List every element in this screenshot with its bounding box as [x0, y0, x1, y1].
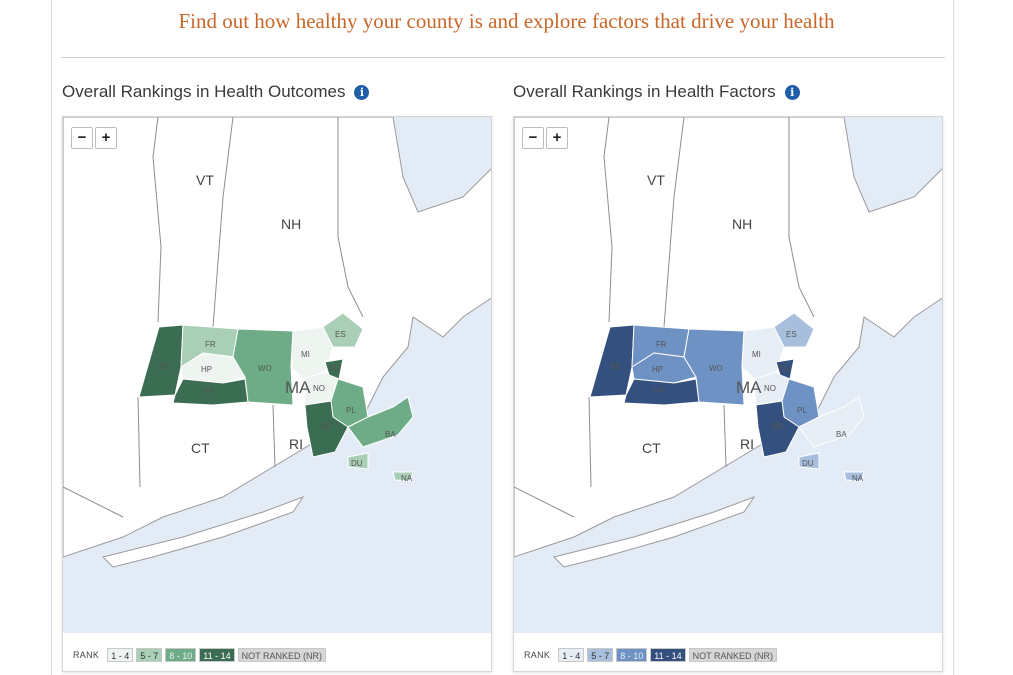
legend-item: 5 - 7: [136, 648, 163, 662]
svg-text:WO: WO: [258, 364, 272, 373]
legend-item: 8 - 10: [165, 648, 197, 662]
svg-text:CT: CT: [191, 440, 210, 456]
legend-item: 8 - 10: [616, 648, 648, 662]
svg-text:MI: MI: [752, 350, 761, 359]
svg-text:RI: RI: [740, 436, 754, 452]
svg-text:FR: FR: [656, 340, 667, 349]
svg-text:HP: HP: [201, 365, 212, 374]
svg-text:DU: DU: [802, 459, 814, 468]
svg-text:PL: PL: [797, 406, 807, 415]
outcomes-legend: RANK 1 - 4 5 - 7 8 - 10 11 - 14 NOT RANK…: [73, 648, 329, 662]
info-icon[interactable]: i: [354, 84, 370, 100]
legend-label: RANK: [73, 650, 100, 660]
svg-text:HA: HA: [203, 386, 215, 395]
factors-panel-title: Overall Rankings in Health Factors i: [513, 82, 800, 102]
svg-text:NH: NH: [281, 216, 301, 232]
svg-text:NA: NA: [852, 474, 864, 483]
svg-text:MA: MA: [736, 378, 762, 397]
svg-text:BA: BA: [385, 430, 396, 439]
zoom-in-button[interactable]: +: [95, 127, 117, 149]
svg-text:SU: SU: [780, 364, 791, 373]
svg-text:HP: HP: [652, 365, 663, 374]
legend-item: NOT RANKED (NR): [688, 648, 777, 662]
svg-text:PL: PL: [346, 406, 356, 415]
svg-text:FR: FR: [205, 340, 216, 349]
zoom-controls: − +: [522, 127, 568, 149]
legend-item: 11 - 14: [199, 648, 235, 662]
outcomes-panel-title: Overall Rankings in Health Outcomes i: [62, 82, 370, 102]
svg-text:WO: WO: [709, 364, 723, 373]
page-frame: [51, 0, 954, 675]
svg-text:BE: BE: [159, 362, 170, 371]
svg-text:BR: BR: [321, 422, 332, 431]
svg-text:NO: NO: [313, 384, 325, 393]
svg-text:ES: ES: [786, 330, 797, 339]
legend-item: NOT RANKED (NR): [237, 648, 326, 662]
outcomes-title-text: Overall Rankings in Health Outcomes: [62, 82, 346, 101]
zoom-out-button[interactable]: −: [71, 127, 93, 149]
zoom-out-button[interactable]: −: [522, 127, 544, 149]
zoom-in-button[interactable]: +: [546, 127, 568, 149]
svg-text:MA: MA: [285, 378, 311, 397]
svg-text:NO: NO: [764, 384, 776, 393]
legend-item: 1 - 4: [558, 648, 585, 662]
svg-text:NH: NH: [732, 216, 752, 232]
svg-text:ES: ES: [335, 330, 346, 339]
page-headline: Find out how healthy your county is and …: [178, 9, 835, 33]
factors-title-text: Overall Rankings in Health Factors: [513, 82, 776, 101]
svg-text:BR: BR: [772, 422, 783, 431]
outcomes-map[interactable]: VT NH MA CT RI BE FR HP HA WO MI ES NO S…: [63, 117, 491, 633]
factors-map[interactable]: VT NH MA CT RI BE FR HP HA WO MI ES NO S…: [514, 117, 942, 633]
legend-item: 1 - 4: [107, 648, 134, 662]
svg-text:BE: BE: [610, 362, 621, 371]
svg-text:HA: HA: [654, 386, 666, 395]
factors-legend: RANK 1 - 4 5 - 7 8 - 10 11 - 14 NOT RANK…: [524, 648, 780, 662]
header-divider: [61, 57, 945, 58]
info-icon[interactable]: i: [784, 84, 800, 100]
svg-text:VT: VT: [196, 172, 214, 188]
svg-text:BA: BA: [836, 430, 847, 439]
svg-text:CT: CT: [642, 440, 661, 456]
svg-text:VT: VT: [647, 172, 665, 188]
svg-text:NA: NA: [401, 474, 413, 483]
svg-text:MI: MI: [301, 350, 310, 359]
legend-label: RANK: [524, 650, 551, 660]
outcomes-map-card: VT NH MA CT RI BE FR HP HA WO MI ES NO S…: [62, 116, 492, 672]
svg-text:RI: RI: [289, 436, 303, 452]
legend-item: 11 - 14: [650, 648, 686, 662]
svg-text:DU: DU: [351, 459, 363, 468]
svg-text:SU: SU: [329, 364, 340, 373]
zoom-controls: − +: [71, 127, 117, 149]
factors-map-card: VT NH MA CT RI BE FR HP HA WO MI ES NO S…: [513, 116, 943, 672]
legend-item: 5 - 7: [587, 648, 614, 662]
